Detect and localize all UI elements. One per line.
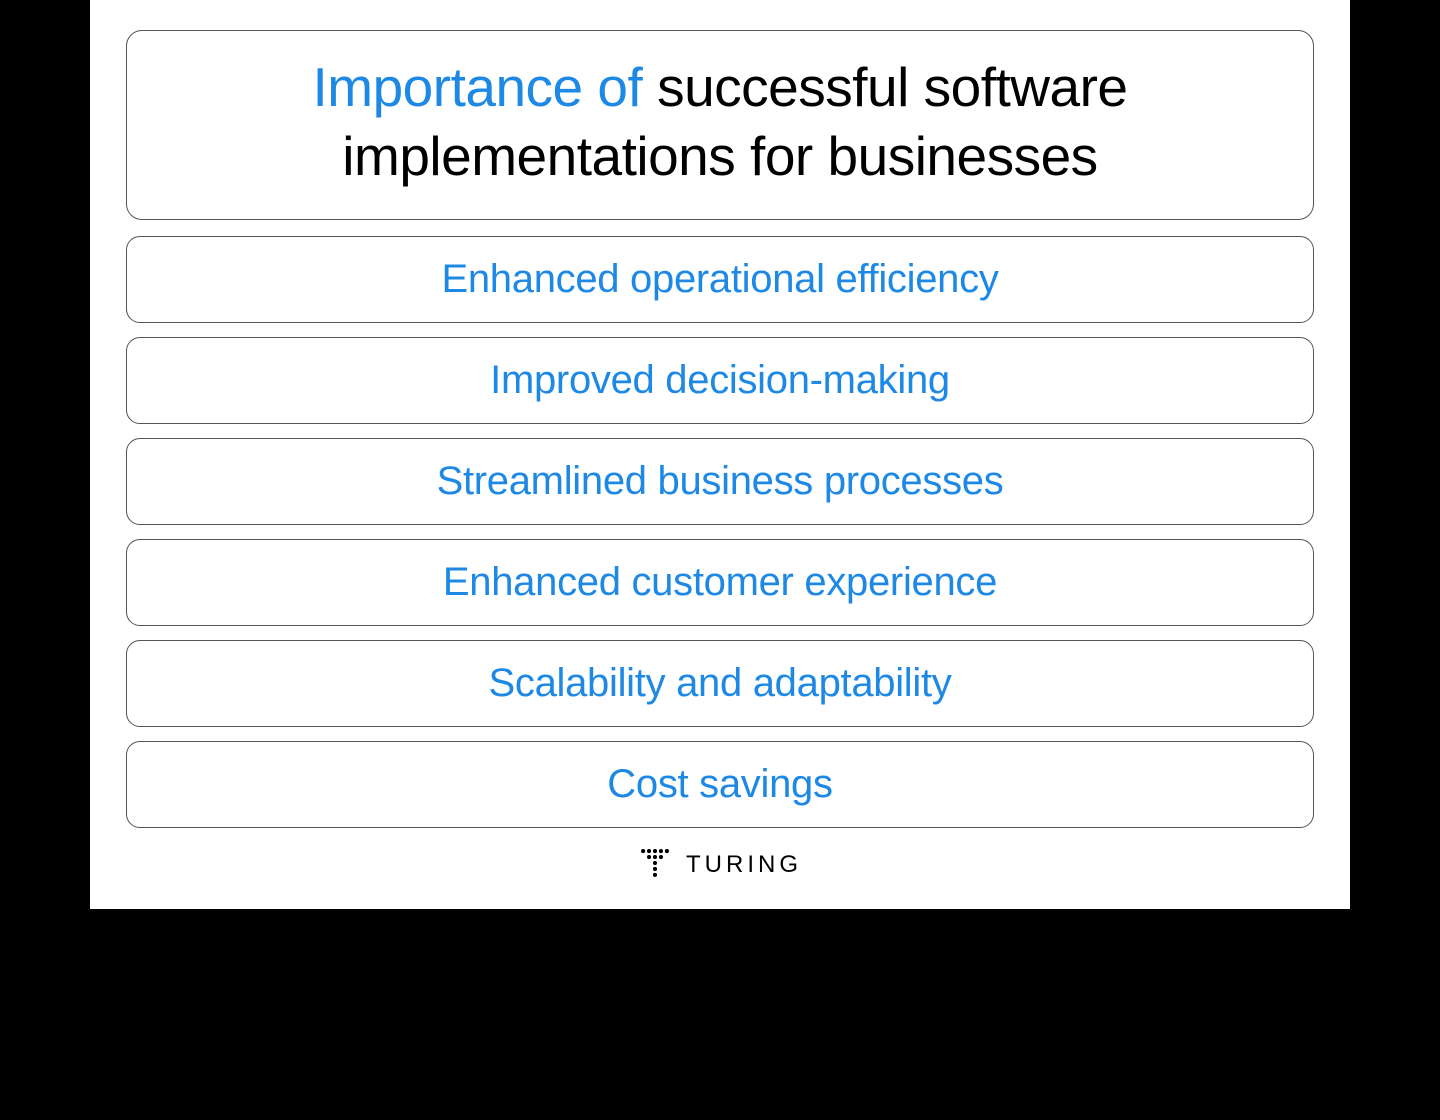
brand-logo-text: TURING	[686, 851, 802, 879]
list-item: Enhanced customer experience	[126, 539, 1314, 626]
list-item: Scalability and adaptability	[126, 640, 1314, 727]
title-highlight: Importance of	[313, 56, 643, 118]
list-item-label: Improved decision-making	[147, 358, 1293, 403]
infographic-card: Importance of successful software implem…	[90, 0, 1350, 909]
list-item: Cost savings	[126, 741, 1314, 828]
list-item-label: Scalability and adaptability	[147, 661, 1293, 706]
brand-logo: TURING	[126, 846, 1314, 885]
list-item: Improved decision-making	[126, 337, 1314, 424]
title-text: Importance of successful software implem…	[167, 53, 1273, 191]
turing-logo-icon	[638, 846, 672, 885]
list-item-label: Streamlined business processes	[147, 459, 1293, 504]
list-item: Enhanced operational efficiency	[126, 236, 1314, 323]
list-item-label: Enhanced operational efficiency	[147, 257, 1293, 302]
list-item-label: Enhanced customer experience	[147, 560, 1293, 605]
title-box: Importance of successful software implem…	[126, 30, 1314, 220]
list-item-label: Cost savings	[147, 762, 1293, 807]
list-item: Streamlined business processes	[126, 438, 1314, 525]
